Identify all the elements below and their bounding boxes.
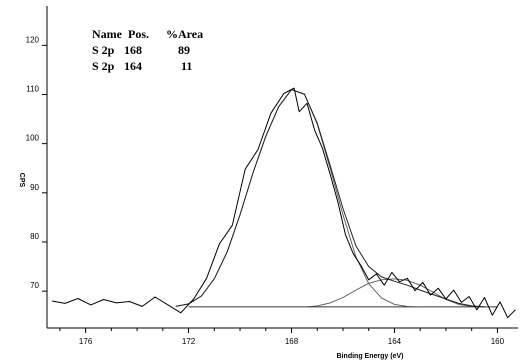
peak-row-1-area: 89: [178, 43, 190, 57]
peak-row-1-name: S 2p: [92, 43, 115, 57]
axes-layer: [46, 6, 518, 329]
y-tick-label-90: 90: [30, 183, 39, 192]
y-tick-label-70: 70: [30, 281, 39, 290]
peak-row-2-area: 11: [181, 59, 192, 73]
y-tick-label-120: 120: [26, 35, 40, 44]
component-peak-2: [304, 278, 472, 308]
component-peak-1: [175, 89, 421, 308]
y-axis-title: CPS: [18, 173, 25, 188]
peak-table-header-pos: Pos.: [128, 27, 149, 41]
y-tick-label-100: 100: [26, 134, 40, 143]
peak-table-header-area: %Area: [166, 27, 203, 41]
envelope-fit-line: [175, 89, 485, 308]
x-tick-label-160: 160: [491, 337, 505, 346]
x-axis-title: Binding Energy (eV): [337, 353, 404, 360]
raw-data-line: [52, 87, 516, 319]
y-tick-label-80: 80: [30, 232, 39, 241]
peak-table: Name Pos. %Area S 2p 168 89 S 2p 164 11: [92, 27, 203, 73]
x-tick-label-172: 172: [182, 337, 196, 346]
peak-table-header-name: Name: [92, 27, 123, 41]
x-tick-label-164: 164: [388, 337, 402, 346]
x-tick-label-168: 168: [285, 337, 299, 346]
peak-row-2-pos: 164: [124, 59, 142, 73]
peak-row-2-name: S 2p: [92, 59, 115, 73]
x-tick-label-176: 176: [79, 337, 93, 346]
peak-row-1-pos: 168: [124, 43, 142, 57]
series-layer: [52, 87, 516, 319]
y-tick-label-110: 110: [26, 84, 39, 93]
ticks-layer: 70 80 90 100 110 120 176 172 168 164 160: [26, 35, 505, 346]
